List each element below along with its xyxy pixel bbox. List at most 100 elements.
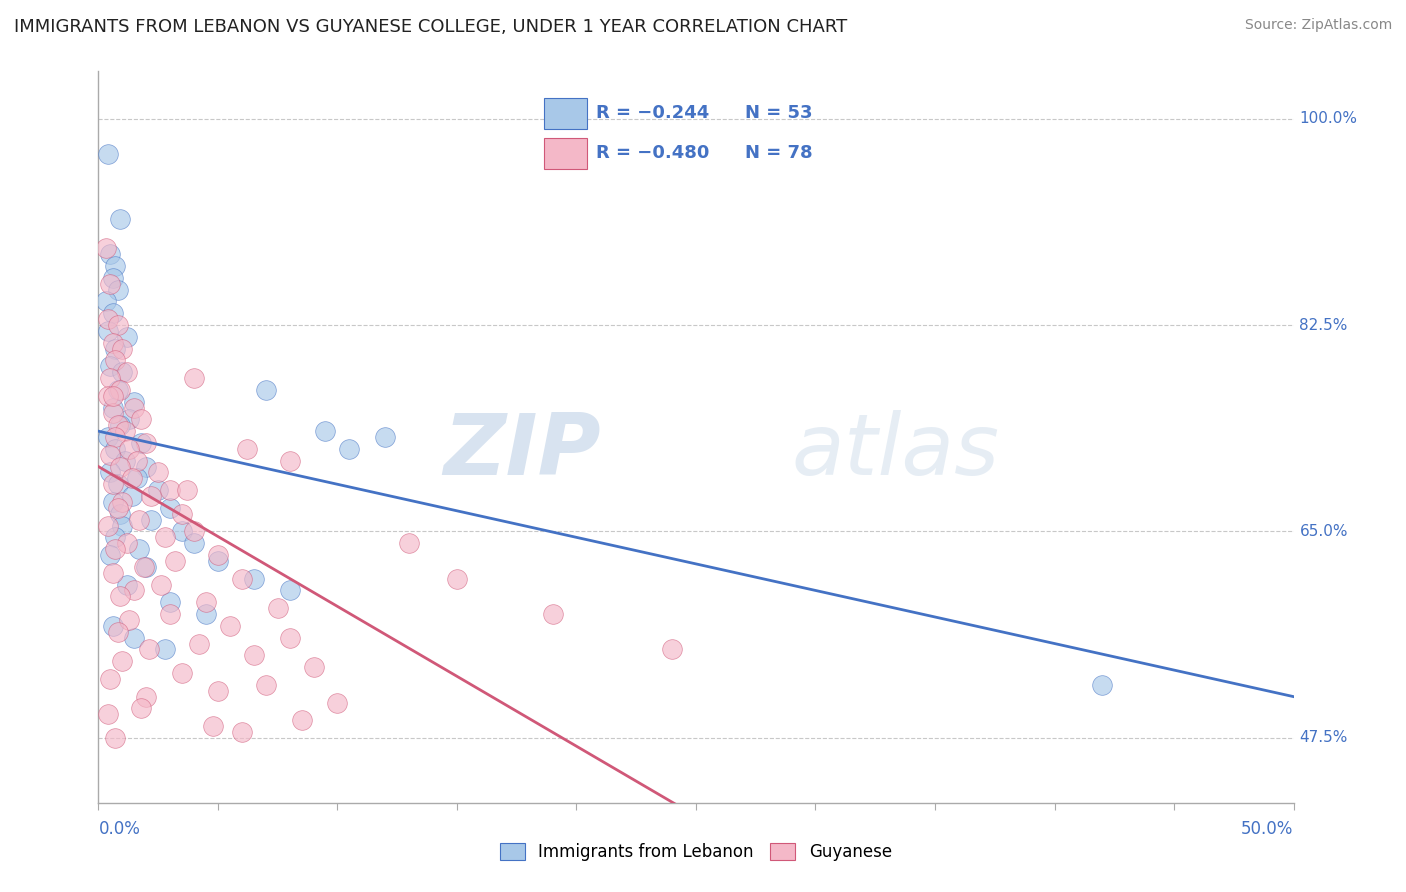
- Point: [108, 459, 131, 474]
- Point: [115, 577, 138, 591]
- Point: [104, 542, 127, 557]
- Point: [104, 430, 127, 444]
- Point: [231, 725, 253, 739]
- Point: [202, 719, 225, 733]
- Point: [254, 383, 277, 397]
- Point: [118, 613, 141, 627]
- Point: [104, 442, 127, 456]
- Point: [118, 442, 141, 456]
- Point: [104, 731, 127, 745]
- Point: [219, 619, 242, 633]
- Point: [267, 601, 290, 615]
- Point: [115, 330, 138, 344]
- Point: [97, 389, 120, 403]
- Point: [108, 383, 131, 397]
- Point: [207, 548, 229, 562]
- Point: [101, 407, 124, 421]
- Point: [159, 607, 181, 621]
- Text: N = 53: N = 53: [745, 104, 813, 122]
- Text: 82.5%: 82.5%: [1299, 318, 1348, 333]
- Point: [148, 466, 170, 480]
- Point: [139, 513, 162, 527]
- Point: [101, 270, 124, 285]
- Text: atlas: atlas: [792, 410, 1000, 493]
- Point: [104, 530, 127, 544]
- Point: [107, 383, 129, 397]
- Point: [131, 701, 153, 715]
- Point: [326, 696, 349, 710]
- Text: 100.0%: 100.0%: [1299, 111, 1358, 126]
- Point: [138, 642, 160, 657]
- Text: ZIP: ZIP: [443, 410, 600, 493]
- Point: [114, 424, 136, 438]
- Point: [131, 412, 153, 426]
- Point: [104, 353, 127, 368]
- Point: [159, 500, 181, 515]
- Point: [135, 559, 157, 574]
- Point: [135, 690, 157, 704]
- Point: [398, 536, 420, 550]
- Point: [339, 442, 361, 456]
- Bar: [544, 98, 586, 129]
- Text: 47.5%: 47.5%: [1299, 731, 1348, 746]
- Point: [159, 483, 181, 498]
- Point: [661, 642, 683, 657]
- Point: [97, 430, 120, 444]
- Point: [111, 654, 134, 668]
- Point: [107, 500, 129, 515]
- Point: [97, 707, 120, 722]
- Point: [131, 436, 153, 450]
- Point: [101, 477, 124, 491]
- Point: [183, 536, 205, 550]
- Point: [125, 453, 148, 467]
- Point: [278, 631, 301, 645]
- Point: [104, 259, 127, 273]
- Legend: Immigrants from Lebanon, Guyanese: Immigrants from Lebanon, Guyanese: [494, 836, 898, 868]
- Point: [101, 566, 124, 580]
- Point: [254, 678, 277, 692]
- Point: [107, 624, 129, 639]
- Point: [195, 595, 218, 609]
- Text: IMMIGRANTS FROM LEBANON VS GUYANESE COLLEGE, UNDER 1 YEAR CORRELATION CHART: IMMIGRANTS FROM LEBANON VS GUYANESE COLL…: [14, 18, 848, 36]
- Point: [94, 241, 117, 255]
- Point: [243, 572, 266, 586]
- Text: Source: ZipAtlas.com: Source: ZipAtlas.com: [1244, 18, 1392, 32]
- Point: [97, 147, 120, 161]
- Point: [207, 683, 229, 698]
- Point: [176, 483, 198, 498]
- Point: [111, 342, 134, 356]
- Point: [111, 365, 134, 379]
- Point: [135, 459, 157, 474]
- Point: [111, 495, 134, 509]
- Point: [163, 554, 186, 568]
- Point: [98, 247, 122, 261]
- Point: [98, 548, 122, 562]
- Point: [172, 524, 194, 539]
- Point: [541, 607, 564, 621]
- Point: [125, 471, 148, 485]
- Point: [135, 436, 157, 450]
- Point: [115, 536, 138, 550]
- Point: [107, 283, 129, 297]
- Text: N = 78: N = 78: [745, 145, 813, 162]
- Point: [101, 335, 124, 350]
- Point: [98, 277, 122, 291]
- Point: [159, 595, 181, 609]
- Point: [124, 394, 146, 409]
- Point: [111, 518, 134, 533]
- Text: 0.0%: 0.0%: [98, 821, 141, 838]
- Point: [124, 401, 146, 415]
- Point: [195, 607, 218, 621]
- Point: [132, 559, 155, 574]
- Point: [172, 507, 194, 521]
- Point: [235, 442, 257, 456]
- Point: [183, 524, 205, 539]
- Point: [278, 583, 301, 598]
- Text: R = −0.244: R = −0.244: [596, 104, 710, 122]
- Point: [108, 590, 131, 604]
- Point: [231, 572, 253, 586]
- Point: [155, 530, 177, 544]
- Point: [107, 477, 129, 491]
- Point: [107, 418, 129, 433]
- Point: [101, 619, 124, 633]
